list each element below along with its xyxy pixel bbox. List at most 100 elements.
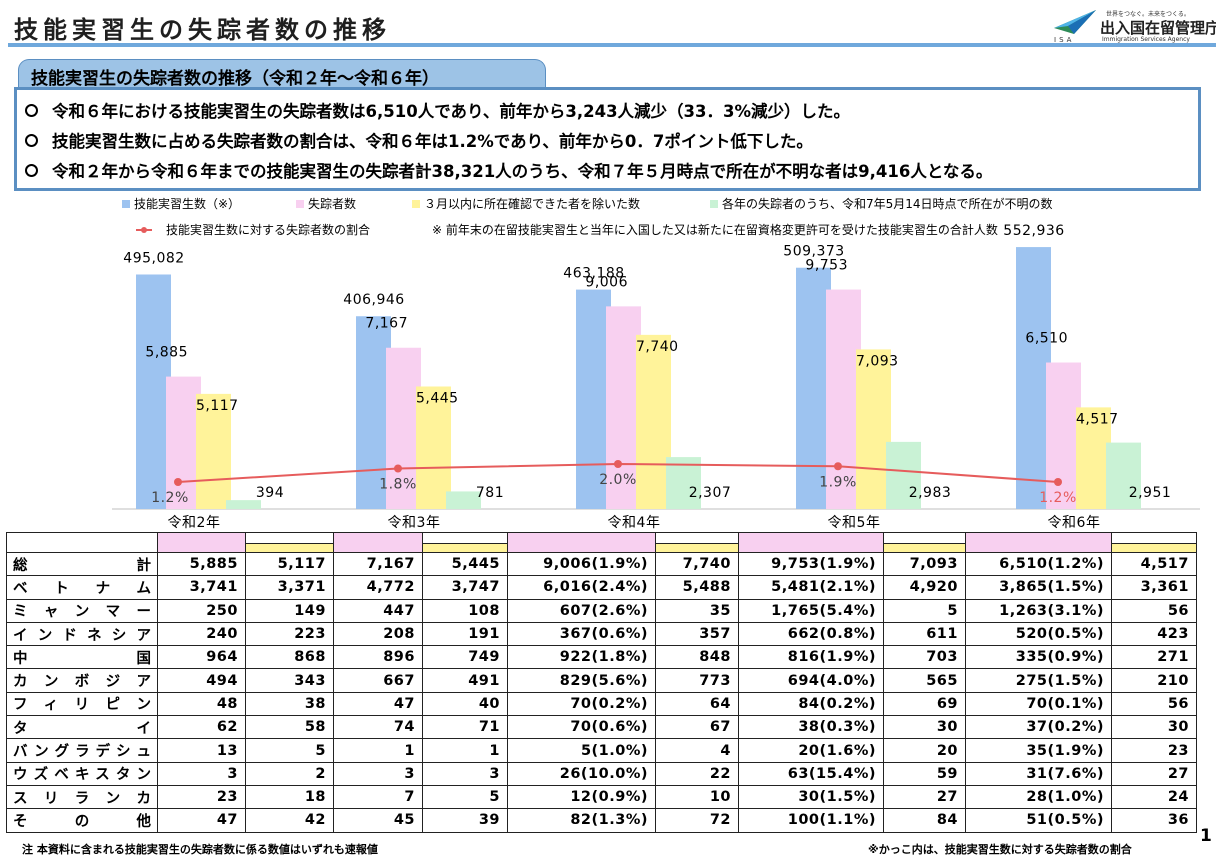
bar-unknown (226, 500, 261, 509)
circle-bullet-icon (25, 133, 38, 147)
table-cell: 20 (883, 738, 966, 763)
table-cell: 13 (157, 738, 246, 763)
table-cell: 59 (883, 761, 966, 786)
table-cell: 343 (245, 668, 334, 693)
table-cell: 74 (333, 715, 423, 740)
table-cell: 491 (422, 668, 508, 693)
bar-unknown (886, 441, 921, 509)
table-cell: 40 (422, 691, 508, 717)
table-cell: 4,772 (333, 575, 423, 600)
table-cell: 250 (157, 598, 246, 623)
table-cell: 48 (157, 691, 246, 717)
table-row: そ の 他 47 42 45 39 82(1.3%) 72 100(1.1%) 84 51(0.5… (6, 808, 1197, 833)
table-header-row (6, 532, 1197, 553)
paper-plane-logo-icon (1054, 10, 1096, 34)
summary-text: 令和２年から令和６年までの技能実習生の失踪者計38,321人のうち、令和７年５月… (52, 162, 993, 181)
table-cell: 1 (422, 738, 508, 763)
table-cell: 56 (1111, 598, 1197, 623)
data-label-unknown: 2,951 (1129, 485, 1172, 501)
legend-item-trainees: 技能実習生数（※） (122, 195, 240, 212)
summary-text: 技能実習生数に占める失踪者数の割合は、令和６年は1.2%であり、前年から0．7ポ… (52, 132, 813, 151)
table-cell: 271 (1111, 645, 1197, 670)
agency-logo[interactable]: 世界をつなぐ。未来をつくる。 出入国在留管理庁 ISA Immigration … (1052, 6, 1216, 44)
table-cell: 964 (157, 645, 246, 670)
table-cell: 829(5.6%) (507, 668, 656, 693)
table-row-label: そ の 他 (6, 808, 158, 833)
ratio-point (174, 478, 182, 486)
table-row-label: 中 国 (6, 645, 158, 670)
data-label-trainees: 552,936 (1003, 223, 1064, 239)
table-cell: 5,481(2.1%) (738, 575, 884, 600)
table-header-excluding (1111, 532, 1197, 553)
data-label-ratio: 2.0% (599, 472, 637, 488)
table-cell: 18 (245, 784, 334, 810)
table-cell: 35 (655, 598, 739, 623)
data-label-excluding: 7,093 (856, 353, 899, 369)
chart-legend: 技能実習生数（※） 失踪者数 ３月以内に所在確認できた者を除いた数 各年の失踪者… (0, 193, 1216, 241)
table-cell: 84(0.2%) (738, 691, 884, 717)
table-row-label: バングラデシュ (6, 738, 158, 763)
table-cell: 63(15.4%) (738, 761, 884, 786)
table-cell: 24 (1111, 784, 1197, 810)
table-cell: 667 (333, 668, 423, 693)
table-cell: 82(1.3%) (507, 808, 656, 833)
legend-swatch-missing (296, 199, 304, 208)
table-cell: 23 (1111, 738, 1197, 763)
table-cell: 67 (655, 715, 739, 740)
table-cell: 3,747 (422, 575, 508, 600)
table-cell: 3 (333, 761, 423, 786)
bar-trainees (1016, 247, 1051, 509)
data-label-trainees: 406,946 (343, 292, 404, 308)
table-cell: 240 (157, 621, 246, 647)
table-cell: 72 (655, 808, 739, 833)
data-label-ratio: 1.8% (379, 477, 417, 493)
table-cell: 3 (157, 761, 246, 786)
table-row: ウズベキスタン 3 2 3 3 26(10.0%) 22 63(15.4%) 59 31(7.6%… (6, 761, 1197, 786)
data-label-excluding: 5,445 (416, 390, 459, 406)
bar-excluding (636, 334, 671, 509)
table-cell: 64 (655, 691, 739, 717)
legend-swatch-unknown (710, 199, 718, 208)
table-cell: 70(0.1%) (965, 691, 1112, 717)
table-cell: 773 (655, 668, 739, 693)
bar-missing (826, 289, 861, 509)
summary-heading: 技能実習生の失踪者数の推移（令和２年～令和６年） (18, 59, 546, 89)
table-cell: 108 (422, 598, 508, 623)
country-table: 総 計 5,885 5,117 7,167 5,445 9,006(1.9%) 7,740 9… (6, 532, 1197, 833)
table-cell: 7 (333, 784, 423, 810)
bar-unknown (1106, 442, 1141, 509)
data-label-missing: 9,006 (585, 274, 628, 290)
table-cell: 3 (422, 761, 508, 786)
table-cell: 816(1.9%) (738, 645, 884, 670)
table-cell: 694(4.0%) (738, 668, 884, 693)
table-cell: 5,885 (157, 551, 246, 577)
data-label-trainees: 509,373 (783, 244, 844, 260)
table-cell: 62 (157, 715, 246, 740)
table-cell: 662(0.8%) (738, 621, 884, 647)
data-label-missing: 6,510 (1025, 331, 1068, 347)
table-cell: 27 (1111, 761, 1197, 786)
logo-tagline: 世界をつなぐ。未来をつくる。 (1106, 11, 1190, 18)
bar-missing (386, 347, 421, 509)
table-cell: 58 (245, 715, 334, 740)
page-number: 1 (1200, 826, 1212, 846)
table-cell: 5 (245, 738, 334, 763)
table-cell: 335(0.9%) (965, 645, 1112, 670)
data-label-ratio: 1.9% (819, 474, 857, 490)
table-cell: 6,510(1.2%) (965, 551, 1112, 577)
legend-label: 技能実習生数（※） (134, 197, 241, 211)
bar-missing (1046, 362, 1081, 509)
table-row-label: スリランカ (6, 784, 158, 810)
table-cell: 6,016(2.4%) (507, 575, 656, 600)
table-cell: 494 (157, 668, 246, 693)
table-cell: 5,117 (245, 551, 334, 577)
data-label-excluding: 7,740 (636, 339, 679, 355)
table-cell: 36 (1111, 808, 1197, 833)
table-header-excluding (422, 532, 508, 553)
table-cell: 7,093 (883, 551, 966, 577)
data-label-missing: 5,885 (145, 345, 188, 361)
table-cell: 84 (883, 808, 966, 833)
data-label-unknown: 2,307 (689, 485, 732, 501)
ratio-point (834, 462, 842, 471)
data-label-excluding: 4,517 (1076, 411, 1119, 427)
